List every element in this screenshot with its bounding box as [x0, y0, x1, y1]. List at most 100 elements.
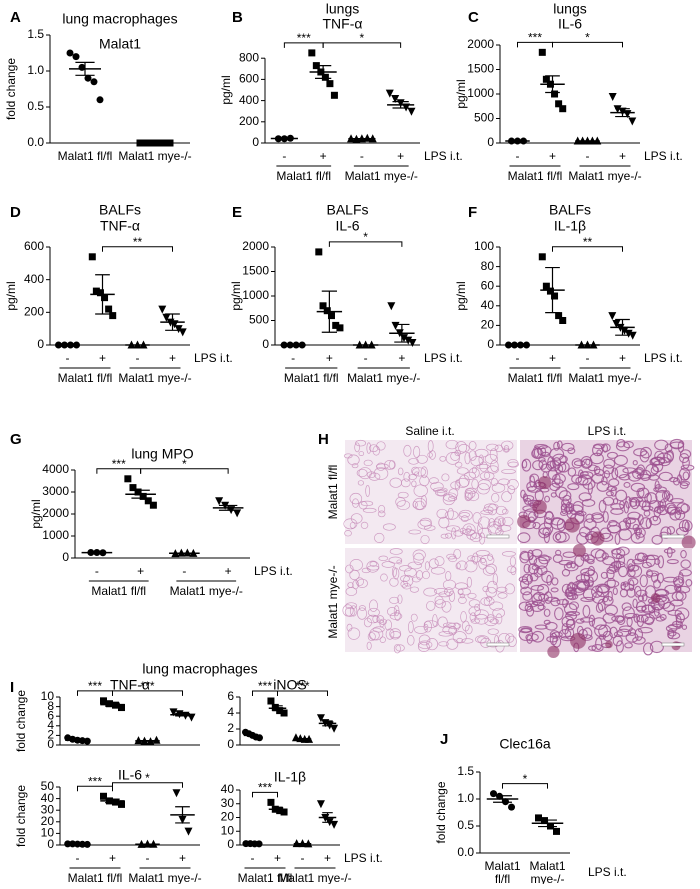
treatment-label: LPS i.t. [194, 351, 233, 365]
data-point [267, 799, 274, 806]
y-axis-label: pg/ml [29, 499, 43, 528]
significance-label: *** [88, 679, 102, 693]
x-tick-label: + [619, 351, 626, 365]
chart-title: BALFs [326, 202, 368, 218]
significance-label: * [360, 31, 365, 45]
panel-letter: A [10, 9, 21, 26]
x-tick-label: - [360, 149, 364, 163]
chart-subtitle: IL-1β [274, 769, 306, 785]
data-point [539, 49, 546, 56]
y-axis-label: pg/ml [219, 75, 233, 104]
y-tick-label: 40 [481, 298, 495, 312]
data-point [84, 738, 91, 745]
group-label: Malat1 fl/fl [276, 169, 331, 183]
y-tick-label: 20 [481, 318, 495, 332]
y-tick-label: 0 [62, 550, 69, 564]
panel-letter: B [232, 9, 243, 26]
x-tick-label: - [76, 851, 80, 865]
panel-letter: C [468, 9, 479, 26]
group-label: Malat1 mye-/- [118, 371, 191, 385]
y-tick-label: 20 [221, 810, 235, 824]
y-axis-label: fold change [434, 781, 448, 843]
y-tick-label: 2000 [467, 37, 494, 51]
y-tick-label: 600 [239, 72, 259, 86]
panel-letter: E [232, 204, 242, 221]
y-tick-label: 0.0 [457, 845, 474, 859]
error-bar [297, 739, 308, 740]
group-label: Malat1 fl/fl [508, 169, 563, 183]
x-tick-label: + [274, 851, 281, 865]
significance-label: * [585, 31, 590, 45]
x-tick-label: + [398, 351, 405, 365]
y-tick-label: 0 [487, 135, 494, 149]
chart-subtitle: IL-6 [335, 218, 359, 234]
histology-image [345, 440, 517, 544]
group-label: mye-/- [531, 872, 565, 884]
group-label: Malat1 fl/fl [284, 371, 339, 385]
infiltrate [605, 641, 613, 649]
x-tick-label: - [66, 351, 70, 365]
scale-bar [662, 643, 684, 646]
data-point [215, 497, 223, 505]
y-tick-label: 2000 [42, 506, 69, 520]
data-point [109, 312, 116, 319]
x-tick-label: + [320, 149, 327, 163]
data-point [559, 105, 566, 112]
group-label: Malat1 [529, 859, 565, 873]
y-tick-label: 100 [474, 239, 494, 253]
treatment-label: LPS i.t. [254, 564, 293, 578]
y-axis-label: pg/ml [454, 281, 468, 310]
significance-label: *** [88, 774, 102, 788]
y-axis-label: pg/ml [229, 281, 243, 310]
significance-label: ** [133, 235, 143, 249]
y-tick-label: 200 [239, 114, 259, 128]
group-label: Malat1 mye-/- [345, 169, 418, 183]
significance-label: *** [258, 781, 272, 795]
infiltrate [532, 500, 547, 515]
infiltrate [573, 544, 586, 557]
x-tick-label: + [179, 851, 186, 865]
y-axis-label: fold change [14, 785, 28, 847]
x-tick-label: + [324, 851, 331, 865]
y-tick-label: 0 [487, 337, 494, 351]
group-label: Malat1 mye-/- [170, 584, 243, 598]
treatment-label: LPS i.t. [424, 149, 463, 163]
data-point [317, 800, 325, 808]
group-label: Malat1 mye-/- [568, 371, 641, 385]
x-tick-label: - [146, 851, 150, 865]
group-label: Malat1 [484, 859, 520, 873]
significance-label: *** [295, 679, 309, 693]
y-tick-label: 0.0 [27, 135, 44, 149]
group-label: Malat1 fl/fl [58, 149, 113, 163]
group-label: Malat1 mye-/- [568, 169, 641, 183]
group-label: Malat1 mye-/- [118, 149, 191, 163]
x-tick-label: - [182, 564, 186, 578]
x-tick-label: + [619, 149, 626, 163]
y-tick-label: 0.5 [27, 99, 44, 113]
data-point [608, 312, 616, 320]
y-tick-label: 50 [41, 779, 55, 793]
chart-subtitle: IL-1β [554, 218, 586, 234]
chart-title: BALFs [99, 202, 141, 218]
panel-letter: D [10, 204, 21, 221]
data-point [559, 317, 566, 324]
data-point [124, 475, 131, 482]
x-tick-label: + [549, 149, 556, 163]
data-point [392, 322, 400, 330]
y-tick-label: 40 [221, 782, 235, 796]
chart-title: lungs [553, 1, 586, 17]
scale-bar [487, 643, 509, 646]
y-axis-label: fold change [4, 58, 18, 120]
data-point [153, 736, 161, 744]
x-tick-label: - [136, 351, 140, 365]
y-tick-label: 4 [227, 705, 234, 719]
scale-bar [487, 535, 509, 538]
data-point [326, 80, 333, 87]
y-tick-label: 1500 [467, 62, 494, 76]
x-tick-label: + [549, 351, 556, 365]
group-label: Malat1 fl/fl [58, 371, 113, 385]
y-tick-label: 2 [227, 721, 234, 735]
chart-subtitle: TNF-α [100, 218, 140, 234]
y-tick-label: 0 [252, 135, 259, 149]
y-tick-label: 1.0 [27, 63, 44, 77]
